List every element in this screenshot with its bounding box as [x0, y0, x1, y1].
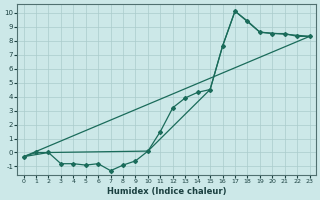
X-axis label: Humidex (Indice chaleur): Humidex (Indice chaleur)	[107, 187, 226, 196]
